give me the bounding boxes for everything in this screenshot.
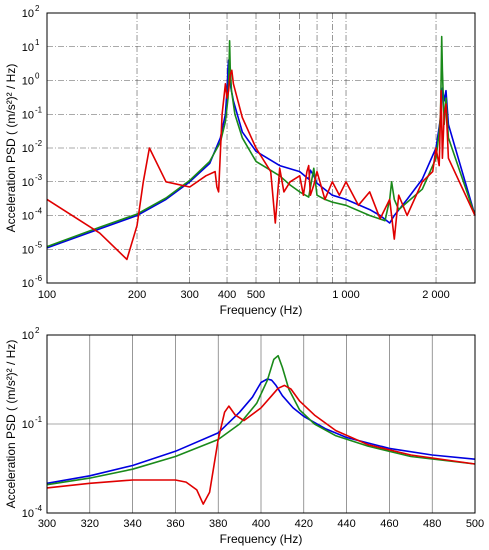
y-tick-label: 10 <box>22 109 34 121</box>
x-tick-label: 500 <box>247 289 265 301</box>
y-tick-exponent: -2 <box>35 139 43 148</box>
x-tick-label: 380 <box>209 518 227 530</box>
y-tick-label: 10 <box>22 244 34 256</box>
y-tick-exponent: -1 <box>35 415 43 424</box>
y-tick-exponent: -6 <box>35 274 43 283</box>
x-tick-label: 400 <box>252 518 270 530</box>
x-tick-label: 480 <box>423 518 441 530</box>
y-tick-exponent: 0 <box>35 72 40 81</box>
plot-frame <box>46 12 476 284</box>
series-line-red <box>46 384 476 505</box>
y-axis-label: Acceleration PSD ( (m/s²)² / Hz) <box>4 64 18 233</box>
y-tick-exponent: -4 <box>35 207 43 216</box>
x-tick-label: 320 <box>81 518 99 530</box>
series-line-red <box>46 69 476 261</box>
x-tick-label: 360 <box>166 518 184 530</box>
x-tick-label: 420 <box>295 518 313 530</box>
y-tick-exponent: -1 <box>35 105 43 114</box>
x-tick-label: 2 000 <box>422 289 450 301</box>
y-tick-exponent: -4 <box>35 504 43 513</box>
series-line-green <box>46 354 476 486</box>
y-tick-label: 10 <box>22 143 34 155</box>
x-tick-label: 100 <box>38 289 56 301</box>
y-tick-exponent: -5 <box>35 240 43 249</box>
x-tick-label: 300 <box>180 289 198 301</box>
x-tick-label: 200 <box>128 289 146 301</box>
y-tick-label: 10 <box>22 8 34 20</box>
x-tick-label: 300 <box>38 518 56 530</box>
y-tick-exponent: 1 <box>35 38 40 47</box>
y-tick-label: 10 <box>22 211 34 223</box>
y-tick-exponent: -3 <box>35 173 43 182</box>
x-tick-label: 460 <box>380 518 398 530</box>
x-axis-label: Frequency (Hz) <box>220 303 303 317</box>
plot-frame <box>46 334 476 514</box>
y-tick-exponent: 2 <box>35 326 40 335</box>
y-tick-label: 10 <box>22 42 34 54</box>
y-tick-label: 10 <box>22 177 34 189</box>
x-axis-label: Frequency (Hz) <box>220 532 303 546</box>
x-tick-label: 500 <box>466 518 484 530</box>
x-tick-label: 1 000 <box>332 289 360 301</box>
y-tick-label: 10 <box>22 330 34 342</box>
y-tick-label: 10 <box>22 76 34 88</box>
y-tick-label: 10 <box>22 419 34 431</box>
y-tick-exponent: 2 <box>35 4 40 13</box>
x-tick-label: 440 <box>337 518 355 530</box>
x-tick-label: 340 <box>123 518 141 530</box>
y-tick-label: 10 <box>22 278 34 290</box>
x-tick-label: 400 <box>218 289 236 301</box>
y-tick-label: 10 <box>22 508 34 520</box>
y-axis-label: Acceleration PSD ( (m/s²)² / Hz) <box>4 340 18 509</box>
series-line-blue <box>46 378 476 485</box>
